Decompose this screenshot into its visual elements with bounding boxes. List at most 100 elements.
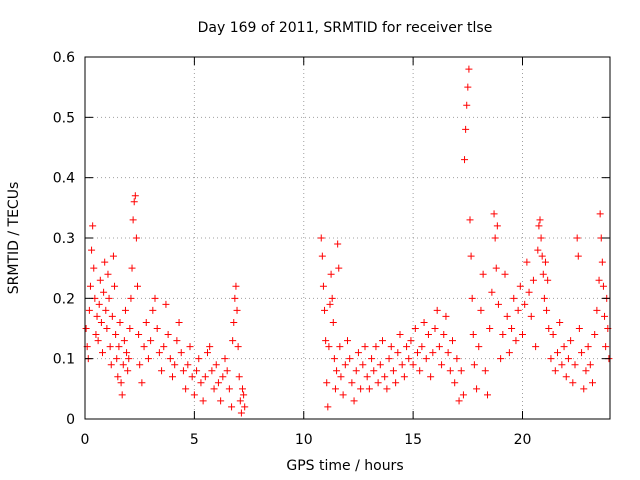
data-point (538, 252, 546, 260)
data-point (365, 385, 373, 393)
data-point (350, 397, 358, 405)
data-point (582, 367, 590, 375)
data-point (372, 343, 380, 351)
data-point (331, 385, 339, 393)
data-point (231, 294, 239, 302)
data-point (385, 355, 393, 363)
data-point (363, 373, 371, 381)
data-point (228, 403, 236, 411)
data-point (547, 355, 555, 363)
data-point (341, 361, 349, 369)
data-point (438, 361, 446, 369)
data-point (186, 343, 194, 351)
data-point (106, 343, 114, 351)
data-point (578, 349, 586, 357)
data-point (508, 325, 516, 332)
data-point (503, 312, 511, 320)
y-tick-label: 0.4 (53, 171, 75, 187)
data-point (464, 83, 472, 91)
data-point (118, 391, 126, 399)
data-point (396, 331, 404, 339)
data-point (95, 300, 103, 308)
data-point (400, 373, 408, 381)
data-point (326, 300, 334, 308)
data-point (206, 343, 214, 351)
data-point (429, 349, 437, 357)
data-point (223, 367, 231, 375)
data-point (325, 343, 333, 351)
data-point (536, 216, 544, 224)
data-point (571, 361, 579, 369)
data-point (368, 355, 376, 363)
data-point (475, 343, 483, 351)
data-point (160, 343, 168, 351)
data-point (230, 318, 238, 326)
data-point (405, 355, 413, 363)
data-point (100, 288, 108, 296)
data-point (519, 331, 526, 339)
data-point (527, 312, 535, 320)
data-point (190, 391, 198, 399)
data-point (177, 349, 185, 357)
data-point (328, 294, 336, 302)
data-point (569, 379, 577, 387)
data-point (514, 306, 522, 314)
y-tick-label: 0.3 (53, 231, 75, 247)
data-point (357, 385, 365, 393)
data-point (574, 252, 582, 260)
data-point (455, 397, 463, 405)
data-point (140, 343, 148, 351)
y-tick-label: 0.6 (53, 50, 75, 66)
data-point (501, 270, 509, 278)
data-point (175, 318, 183, 326)
data-point (477, 306, 485, 314)
data-point (462, 125, 470, 133)
data-point (512, 337, 520, 345)
data-point (562, 373, 570, 381)
data-point (94, 337, 102, 345)
data-point (449, 337, 456, 345)
data-point (543, 306, 551, 314)
data-point (467, 252, 475, 260)
data-point (554, 349, 561, 357)
data-point (336, 343, 344, 351)
data-point (323, 379, 331, 387)
data-point (537, 234, 545, 242)
data-point (564, 355, 572, 363)
data-point (584, 343, 592, 351)
data-point (131, 192, 139, 200)
data-point (370, 367, 378, 375)
data-point (317, 234, 325, 242)
data-point (567, 337, 575, 345)
y-tick-label: 0.2 (53, 291, 75, 307)
data-point (348, 379, 356, 387)
data-point (119, 361, 127, 369)
data-point (125, 355, 133, 363)
data-point (233, 306, 241, 314)
data-point (591, 331, 599, 339)
data-point (151, 294, 159, 302)
data-point (166, 355, 174, 363)
data-point (361, 343, 369, 351)
data-point (121, 306, 129, 314)
data-point (414, 349, 421, 357)
data-point (451, 379, 459, 387)
data-point (197, 379, 205, 387)
data-point (173, 337, 181, 345)
data-point (101, 258, 109, 266)
data-point (116, 318, 124, 326)
data-point (392, 379, 400, 387)
data-point (129, 216, 137, 224)
data-point (134, 282, 141, 290)
data-point (488, 288, 496, 296)
data-point (403, 343, 411, 351)
data-point (240, 391, 248, 399)
data-point (491, 234, 499, 242)
data-point (376, 361, 384, 369)
axis-ticks: 0 5 10 15 20 0 0.1 0.2 0.3 0.4 0.5 0.6 (53, 50, 610, 448)
data-point (435, 343, 443, 351)
data-point (126, 325, 134, 332)
data-point (123, 349, 131, 357)
data-point (558, 361, 566, 369)
data-point (212, 361, 220, 369)
